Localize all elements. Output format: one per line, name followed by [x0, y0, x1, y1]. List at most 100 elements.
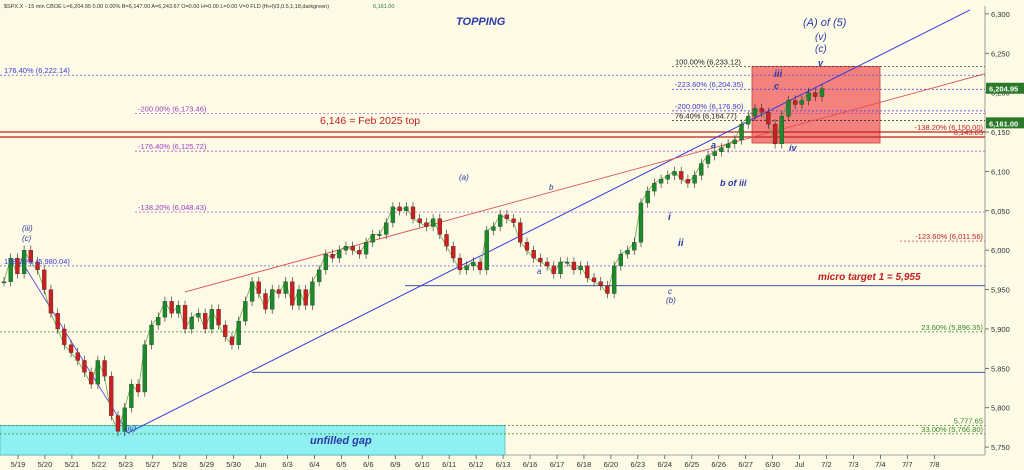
candle-body [605, 285, 610, 294]
candle-body [162, 301, 168, 318]
y-tick-label: 5,850 [991, 364, 1010, 373]
x-tick-label: 5/22 [92, 460, 107, 469]
x-tick-label: 6/25 [684, 460, 699, 469]
x-tick-label: 6/10 [415, 460, 430, 469]
x-tick-label: 6/23 [631, 460, 646, 469]
wave-a-paren: (a) [459, 173, 469, 182]
candle-body [109, 376, 114, 416]
candle-body [685, 179, 691, 184]
candle-body [746, 116, 751, 125]
price-tag-label: 6,161.00 [989, 119, 1018, 128]
x-tick-label: 6/3 [282, 460, 292, 469]
candle-body [48, 289, 54, 314]
candle-body [451, 246, 456, 259]
wave-c-paren: (c) [815, 44, 827, 55]
x-tick-label: 7/3 [848, 460, 858, 469]
candle-body [62, 328, 67, 345]
wave-iii-paren: (iii) [22, 224, 33, 233]
candle-body [632, 242, 637, 251]
feb-top-label: 6,146 = Feb 2025 top [320, 115, 420, 127]
x-tick-label: 6/6 [363, 460, 373, 469]
candle-body [498, 214, 503, 227]
candle-body [209, 309, 215, 330]
y-tick-label: 5,900 [991, 325, 1010, 334]
candle-body [390, 206, 396, 223]
wave-iii-label: iii [774, 69, 783, 80]
wave-iv-paren: (iv) [125, 424, 136, 433]
trend-line-blue [127, 9, 971, 434]
candle-body [68, 344, 74, 353]
fib-label: 5,777.65 [954, 416, 983, 425]
candle-body [739, 124, 744, 141]
candle-body [477, 261, 483, 271]
candle-body [699, 163, 704, 176]
unfilled-gap-label: unfilled gap [310, 435, 372, 447]
x-tick-label: Jul [795, 460, 805, 469]
candle-body [202, 313, 208, 330]
candle-body [149, 324, 154, 345]
candle-body [638, 202, 644, 243]
candle-body [799, 100, 805, 105]
candle-body [303, 289, 308, 306]
wave-v-label: v [818, 58, 824, 68]
candle-body [263, 293, 268, 310]
micro-target-label: micro target 1 = 5,955 [818, 272, 921, 283]
candle-body [55, 313, 60, 330]
candle-body [95, 360, 101, 385]
fib-label: 100.00% (6,233.12) [675, 58, 741, 67]
axis-ticks: 5,750 5,800 5,850 5,900 5,950 6,000 6,050 6,100… [11, 10, 1010, 469]
x-tick-label: 6/13 [496, 460, 511, 469]
wave-a-label: a [537, 267, 542, 276]
x-tick-label: 6/17 [550, 460, 565, 469]
candle-body [766, 112, 771, 125]
chart-title: TOPPING [456, 16, 506, 28]
candle-body [786, 100, 791, 117]
candle-body [625, 250, 630, 255]
wave-b-paren: (b) [666, 296, 676, 305]
candle-body [806, 92, 811, 101]
price-tag-label: 6,204.95 [989, 85, 1018, 94]
candle-body [135, 383, 141, 393]
y-tick-label: 5,950 [991, 286, 1010, 295]
candle-body [732, 139, 737, 145]
x-tick-label: 6/5 [336, 460, 346, 469]
fib-label: -138.20% (6,048.43) [138, 203, 207, 212]
candle-body [350, 246, 355, 251]
candle-body [102, 360, 107, 377]
candle-body [819, 88, 825, 97]
candle-body [793, 100, 798, 105]
wave-a2-label: a [711, 140, 716, 150]
candle-body [752, 108, 758, 117]
candle-body [28, 250, 33, 263]
x-tick-label: 6/16 [523, 460, 538, 469]
candle-body [343, 246, 349, 251]
fib-label: 23.60% (5,896.35) [921, 323, 983, 332]
candle-body [35, 261, 40, 271]
candle-body [176, 305, 181, 314]
candle-body [82, 360, 87, 373]
candle-body [658, 179, 664, 184]
candle-body [464, 265, 469, 271]
wave-b-label: b [549, 183, 554, 192]
fib-label: -123.60% (6,011.56) [915, 232, 983, 241]
candle-body [652, 183, 657, 192]
candle-body [531, 250, 536, 259]
candle-body [571, 261, 577, 271]
fib-label: -200.00% (6,173.46) [138, 105, 207, 114]
candle-body [229, 336, 235, 345]
candle-body [370, 234, 375, 243]
fib-label: -176.40% (6,125.72) [138, 142, 207, 151]
candle-body [8, 257, 13, 282]
candle-body [598, 281, 603, 286]
candle-body [223, 324, 228, 337]
candle-body [276, 289, 282, 294]
fib-label: -223.60% (6,204.35) [675, 80, 744, 89]
header-fld-value: 6,161.00 [373, 4, 394, 10]
y-tick-label: 6,300 [991, 10, 1010, 19]
candle-body [511, 218, 516, 223]
candle-body [290, 281, 295, 306]
candle-body [142, 344, 147, 393]
candle-body [692, 175, 697, 184]
header-info: $SPX.X - 15 min CBOE L=6,204.95 0.00 0.0… [4, 4, 329, 10]
